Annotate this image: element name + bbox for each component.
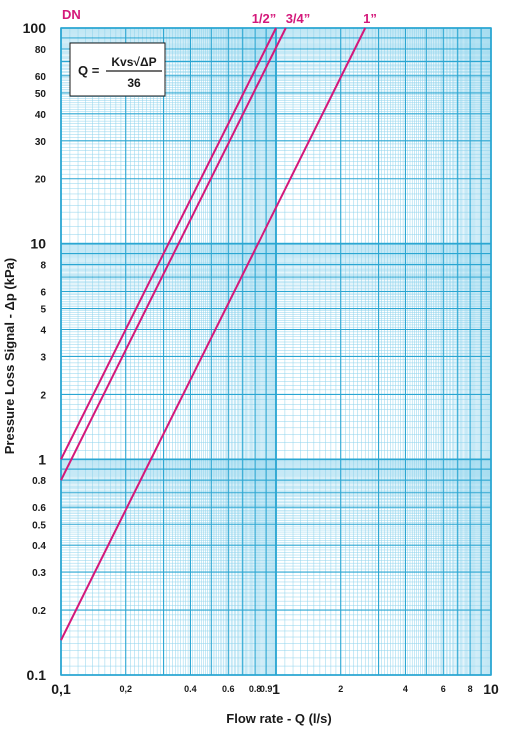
y-tick-label: 1: [38, 451, 46, 467]
x-tick-label: 0,1: [51, 681, 71, 697]
y-tick-label: 0.3: [32, 568, 46, 579]
y-tick-label: 2: [40, 390, 46, 401]
y-tick-label: 50: [35, 89, 47, 100]
y-tick-label: 0.2: [32, 606, 46, 617]
minor-gridlines: [61, 28, 491, 675]
y-tick-label: 5: [40, 305, 46, 316]
formula-box: Q = Kvs√ΔP 36: [69, 42, 166, 97]
x-axis-title: Flow rate - Q (l/s): [226, 711, 331, 726]
y-tick-label: 4: [40, 325, 46, 336]
y-tick-label: 60: [35, 72, 47, 83]
y-tick-labels: 100 80 60 50 40 30 20 10 8 6 5 4 3 2 1 0.8 0.6 0.5 0.4 0.3 0…: [23, 20, 47, 683]
x-tick-label: 0.9: [260, 684, 273, 694]
y-tick-label: 3: [40, 352, 46, 363]
series-line-2: [60, 27, 367, 641]
formula-numerator: Kvs√ΔP: [111, 55, 156, 69]
formula-lhs: Q =: [78, 63, 100, 78]
series-label-one-inch: 1”: [363, 11, 377, 26]
y-tick-label: 6: [40, 288, 46, 299]
y-tick-label: 0.6: [32, 503, 46, 514]
x-tick-label: 0.6: [222, 684, 235, 694]
x-tick-label: 0.8: [249, 684, 262, 694]
series-label-half-inch: 1/2”: [252, 11, 277, 26]
x-tick-label: 4: [403, 684, 408, 694]
y-tick-label: 0.1: [27, 667, 47, 683]
series-line-0: [60, 27, 277, 460]
y-tick-label: 100: [23, 20, 47, 36]
y-tick-label: 10: [30, 236, 46, 252]
series-label-three-quarter-inch: 3/4”: [286, 11, 311, 26]
series-line-1: [60, 27, 287, 481]
x-tick-label: 0.4: [184, 684, 197, 694]
x-tick-label: 2: [338, 684, 343, 694]
y-tick-label: 80: [35, 45, 47, 56]
y-tick-label: 20: [35, 175, 47, 186]
x-tick-label: 8: [468, 684, 473, 694]
y-tick-label: 0.4: [32, 541, 46, 552]
x-tick-label: 10: [483, 681, 499, 697]
y-tick-label: 0.8: [32, 476, 46, 487]
y-tick-label: 30: [35, 137, 47, 148]
x-tick-labels: 0,1 0,2 0.4 0.6 0.80.9 1 2 4 6 8 10: [51, 681, 499, 697]
series-lines: [60, 27, 367, 641]
x-tick-label: 1: [272, 681, 280, 697]
y-tick-label: 0.5: [32, 520, 46, 531]
y-tick-label: 40: [35, 110, 47, 121]
x-tick-label: 6: [441, 684, 446, 694]
x-tick-label: 0,2: [119, 684, 132, 694]
y-axis-title: Pressure Loss Signal - Δp (kPa): [2, 258, 17, 454]
formula-denominator: 36: [127, 76, 141, 90]
dn-label: DN: [62, 7, 81, 22]
y-tick-label: 8: [40, 261, 46, 272]
